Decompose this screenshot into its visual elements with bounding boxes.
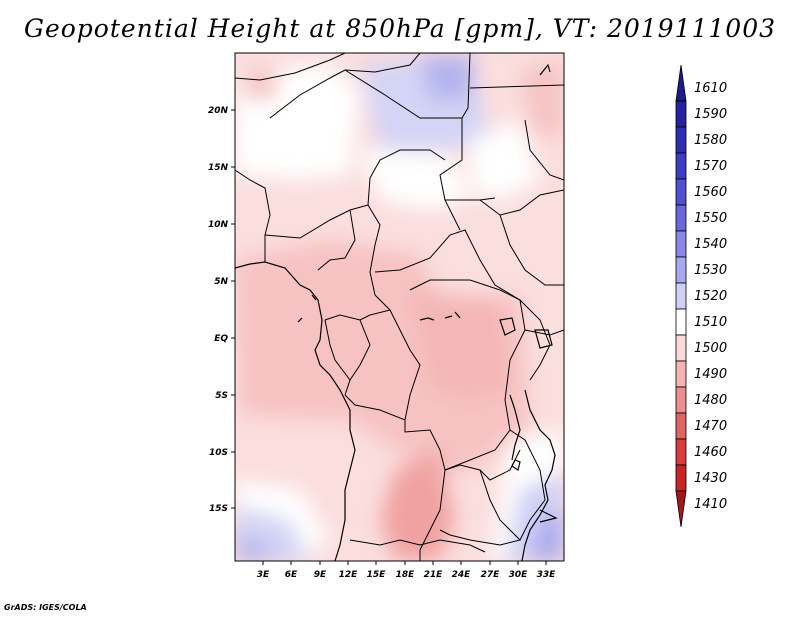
region-1490-northwest xyxy=(240,70,280,100)
colorbar-swatch xyxy=(675,64,687,102)
lon-label: 24E xyxy=(452,570,472,580)
colorbar-swatch xyxy=(675,412,687,440)
region-1490-congo xyxy=(410,290,510,400)
colorbar-swatch xyxy=(675,178,687,206)
lat-label: 15N xyxy=(208,163,229,173)
colorbar-swatch xyxy=(675,230,687,258)
region-1530-southwest xyxy=(235,535,275,561)
colorbar-swatch xyxy=(675,464,687,492)
colorbar-label: 1530 xyxy=(694,263,727,278)
footer-credit: GrADS: IGES/COLA xyxy=(4,603,87,612)
colorbar-label: 1470 xyxy=(694,419,727,434)
colorbar-swatch xyxy=(675,360,687,388)
colorbar-label: 1430 xyxy=(694,471,727,486)
region-1490-central xyxy=(235,240,530,470)
colorbar-swatch xyxy=(675,152,687,180)
height-field xyxy=(235,53,564,561)
colorbar-label: 1410 xyxy=(694,497,727,512)
colorbar-swatch xyxy=(675,490,687,528)
colorbar-swatch xyxy=(675,438,687,466)
lat-label: EQ xyxy=(214,334,228,344)
coastlines xyxy=(235,63,558,561)
region-1490-northeast xyxy=(520,60,564,140)
colorbar-label: 1580 xyxy=(694,133,727,148)
lat-label: 10S xyxy=(209,448,228,458)
lon-ticks xyxy=(262,561,547,565)
region-1530-southeast xyxy=(530,510,564,561)
region-1510-sahel xyxy=(360,150,470,210)
colorbar-label: 1560 xyxy=(694,185,727,200)
lon-label: 33E xyxy=(537,570,557,580)
lon-label: 21E xyxy=(424,570,444,580)
lon-labels: 3E 6E 9E 12E 15E 18E 21E 24E 27E 30E 33E xyxy=(257,570,556,580)
colorbar-swatch xyxy=(675,386,687,414)
lon-label: 9E xyxy=(314,570,327,580)
colorbar-label: 1550 xyxy=(694,211,727,226)
lat-labels: 20N 15N 10N 5N EQ 5S 10S 15S xyxy=(208,106,229,514)
map-frame xyxy=(234,52,565,562)
colorbar: 1610 1590 1580 1570 1560 1550 1540 1530 1520 1510… xyxy=(675,64,727,528)
lat-label: 5S xyxy=(215,391,228,401)
lon-label: 12E xyxy=(339,570,359,580)
colorbar-label: 1520 xyxy=(694,289,727,304)
lon-label: 30E xyxy=(509,570,529,580)
lon-label: 27E xyxy=(481,570,501,580)
colorbar-swatch xyxy=(675,126,687,154)
region-1510-sudan xyxy=(470,120,540,200)
page-title: Geopotential Height at 850hPa [gpm], VT:… xyxy=(23,14,777,43)
colorbar-label: 1460 xyxy=(694,445,727,460)
colorbar-swatch xyxy=(675,282,687,310)
colorbar-label: 1490 xyxy=(694,367,727,382)
lon-label: 3E xyxy=(257,570,270,580)
region-1480-south xyxy=(380,450,455,560)
colorbar-swatch xyxy=(675,100,687,128)
lon-label: 15E xyxy=(367,570,387,580)
country-borders xyxy=(235,53,564,561)
lat-label: 15S xyxy=(209,504,228,514)
lat-label: 5N xyxy=(214,277,228,287)
colorbar-label: 1510 xyxy=(694,315,727,330)
colorbar-swatch xyxy=(675,256,687,284)
colorbar-label: 1570 xyxy=(694,159,727,174)
colorbar-label: 1500 xyxy=(694,341,727,356)
lon-label: 18E xyxy=(396,570,416,580)
colorbar-label: 1590 xyxy=(694,107,727,122)
lat-label: 10N xyxy=(208,220,229,230)
colorbar-swatch xyxy=(675,334,687,362)
colorbar-swatch xyxy=(675,308,687,336)
colorbar-swatch xyxy=(675,204,687,232)
lon-label: 6E xyxy=(285,570,298,580)
colorbar-label: 1610 xyxy=(694,81,727,96)
colorbar-label: 1480 xyxy=(694,393,727,408)
region-1530-north xyxy=(420,55,475,100)
lat-label: 20N xyxy=(208,106,229,116)
lat-ticks xyxy=(231,109,235,509)
colorbar-label: 1540 xyxy=(694,237,727,252)
